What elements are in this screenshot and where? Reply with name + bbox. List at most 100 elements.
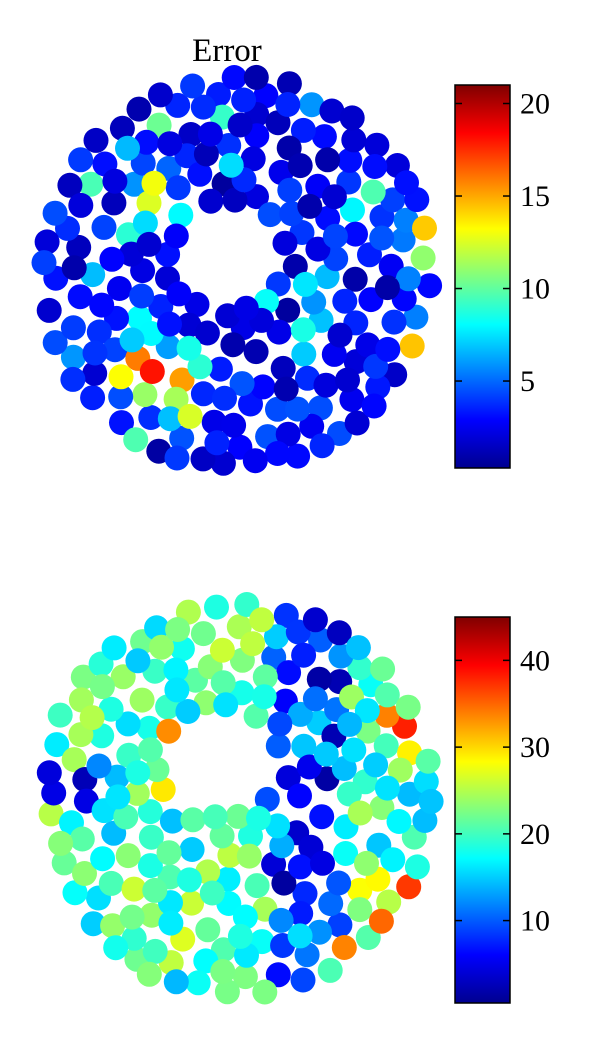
scatter-point xyxy=(105,784,131,810)
scatter-point xyxy=(113,804,139,830)
scatter-point xyxy=(34,229,60,255)
scatter-point xyxy=(242,448,268,474)
scatter-point xyxy=(101,190,127,216)
scatter-point xyxy=(285,443,311,469)
scatter-point xyxy=(149,634,174,660)
scatter-point xyxy=(340,197,365,223)
scatter-point xyxy=(227,923,253,949)
scatter-point xyxy=(266,319,292,345)
scatter-point xyxy=(163,969,189,995)
scatter-point xyxy=(221,65,247,90)
scatter-point xyxy=(240,631,266,657)
scatter-point xyxy=(333,841,359,866)
scatter-point xyxy=(327,912,353,938)
scatter-point xyxy=(292,881,318,907)
scatter-point xyxy=(78,171,104,197)
scatter-point xyxy=(194,320,220,346)
scatter-point xyxy=(121,876,147,902)
scatter-point xyxy=(291,642,317,668)
scatter-point xyxy=(369,225,395,251)
scatter-point xyxy=(294,942,320,968)
scatter-point xyxy=(179,890,205,916)
scatter-point xyxy=(403,304,429,330)
scatter-point xyxy=(137,853,163,879)
scatter-point xyxy=(41,780,67,806)
scatter-point xyxy=(336,781,362,807)
scatter-point xyxy=(362,154,388,179)
scatter-point xyxy=(395,694,421,720)
scatter-point xyxy=(141,170,167,196)
scatter-point xyxy=(193,141,219,167)
scatter-point xyxy=(345,635,371,661)
scatter-point xyxy=(137,737,163,763)
scatter-point xyxy=(119,327,145,353)
scatter-point xyxy=(234,592,260,617)
scatter-point xyxy=(176,867,202,893)
scatter-point xyxy=(144,615,170,641)
scatter-point xyxy=(291,733,317,759)
scatter-point xyxy=(72,861,97,886)
scatter-point xyxy=(44,732,70,758)
scatter-point xyxy=(291,341,317,367)
scatter-point xyxy=(109,410,134,436)
scatter-point xyxy=(136,961,162,987)
scatter-point xyxy=(175,699,201,724)
scatter-point xyxy=(125,648,151,674)
scatter-point xyxy=(221,412,247,438)
scatter-point xyxy=(268,907,294,933)
scatter-point xyxy=(313,372,339,398)
colorbar-tick-label: 10 xyxy=(520,905,550,938)
scatter-point xyxy=(347,877,373,903)
scatter-point xyxy=(201,409,227,435)
scatter-point xyxy=(101,635,127,661)
scatter-point xyxy=(144,757,170,783)
scatter-point xyxy=(368,908,394,934)
scatter-point xyxy=(369,795,395,820)
scatter-point xyxy=(168,202,194,228)
scatter-point xyxy=(187,161,213,187)
scatter-point xyxy=(265,962,291,988)
scatter-point xyxy=(80,911,106,937)
scatter-point xyxy=(373,733,399,759)
scatter-point xyxy=(275,765,301,791)
scatter-point xyxy=(404,854,430,880)
scatter-point xyxy=(31,250,57,276)
scatter-point xyxy=(343,221,368,247)
scatter-point xyxy=(51,850,77,876)
scatter-point xyxy=(36,760,62,786)
scatter-point xyxy=(309,433,335,459)
scatter-point xyxy=(394,170,419,196)
scatter-point xyxy=(198,188,224,214)
chart-title-1: Error xyxy=(192,33,262,69)
scatter-point xyxy=(157,311,182,337)
scatter-point xyxy=(229,371,255,397)
scatter-point xyxy=(234,942,259,968)
scatter-point xyxy=(217,842,243,868)
scatter-point xyxy=(296,754,322,780)
colorbar-tick-label: 15 xyxy=(520,180,550,213)
scatter-point xyxy=(210,450,236,476)
scatter-point xyxy=(246,805,271,831)
scatter-point xyxy=(270,355,296,381)
scatter-point xyxy=(243,703,269,729)
scatter-point xyxy=(292,271,318,297)
scatter-point xyxy=(347,655,373,681)
colorbar-1: 5 10 15 20 xyxy=(454,84,550,469)
scatter-point xyxy=(47,702,73,728)
panel-2: 10 20 30 40 xyxy=(36,592,550,1005)
scatter-point xyxy=(381,309,407,335)
scatter-point xyxy=(288,901,314,926)
scatter-point xyxy=(302,607,328,633)
scatter-point xyxy=(290,117,316,143)
scatter-point xyxy=(331,935,357,960)
scatter-point xyxy=(275,421,301,447)
scatter-point xyxy=(61,747,87,773)
scatter-point xyxy=(195,917,221,943)
scatter-point xyxy=(67,284,93,310)
scatter-point xyxy=(317,957,343,983)
scatter-point xyxy=(199,880,225,906)
scatter-point xyxy=(103,935,129,961)
scatter-point xyxy=(277,177,303,203)
scatter-point xyxy=(197,121,223,147)
scatter-point xyxy=(60,315,86,341)
